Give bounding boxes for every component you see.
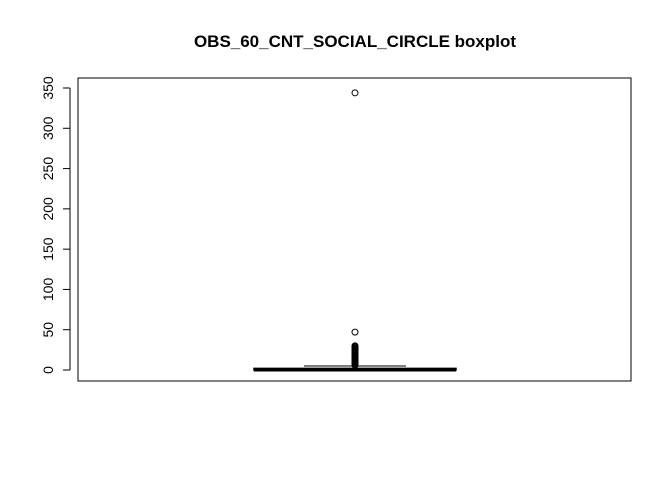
outlier-point (351, 342, 359, 350)
outlier-point (351, 328, 359, 336)
y-tick-label: 50 (40, 322, 56, 338)
y-tick-label: 200 (40, 197, 56, 221)
y-tick-label: 0 (40, 366, 56, 374)
y-tick-label: 300 (40, 116, 56, 140)
chart-title: OBS_60_CNT_SOCIAL_CIRCLE boxplot (194, 32, 516, 51)
outlier-point (351, 89, 359, 97)
y-tick-label: 150 (40, 237, 56, 261)
plot-frame (77, 77, 632, 382)
y-tick-label: 100 (40, 278, 56, 302)
outliers (351, 89, 359, 369)
y-axis: 0 50 100 150 200 250 300 350 (40, 76, 71, 374)
y-tick-label: 350 (40, 76, 56, 100)
y-tick-label: 250 (40, 157, 56, 181)
